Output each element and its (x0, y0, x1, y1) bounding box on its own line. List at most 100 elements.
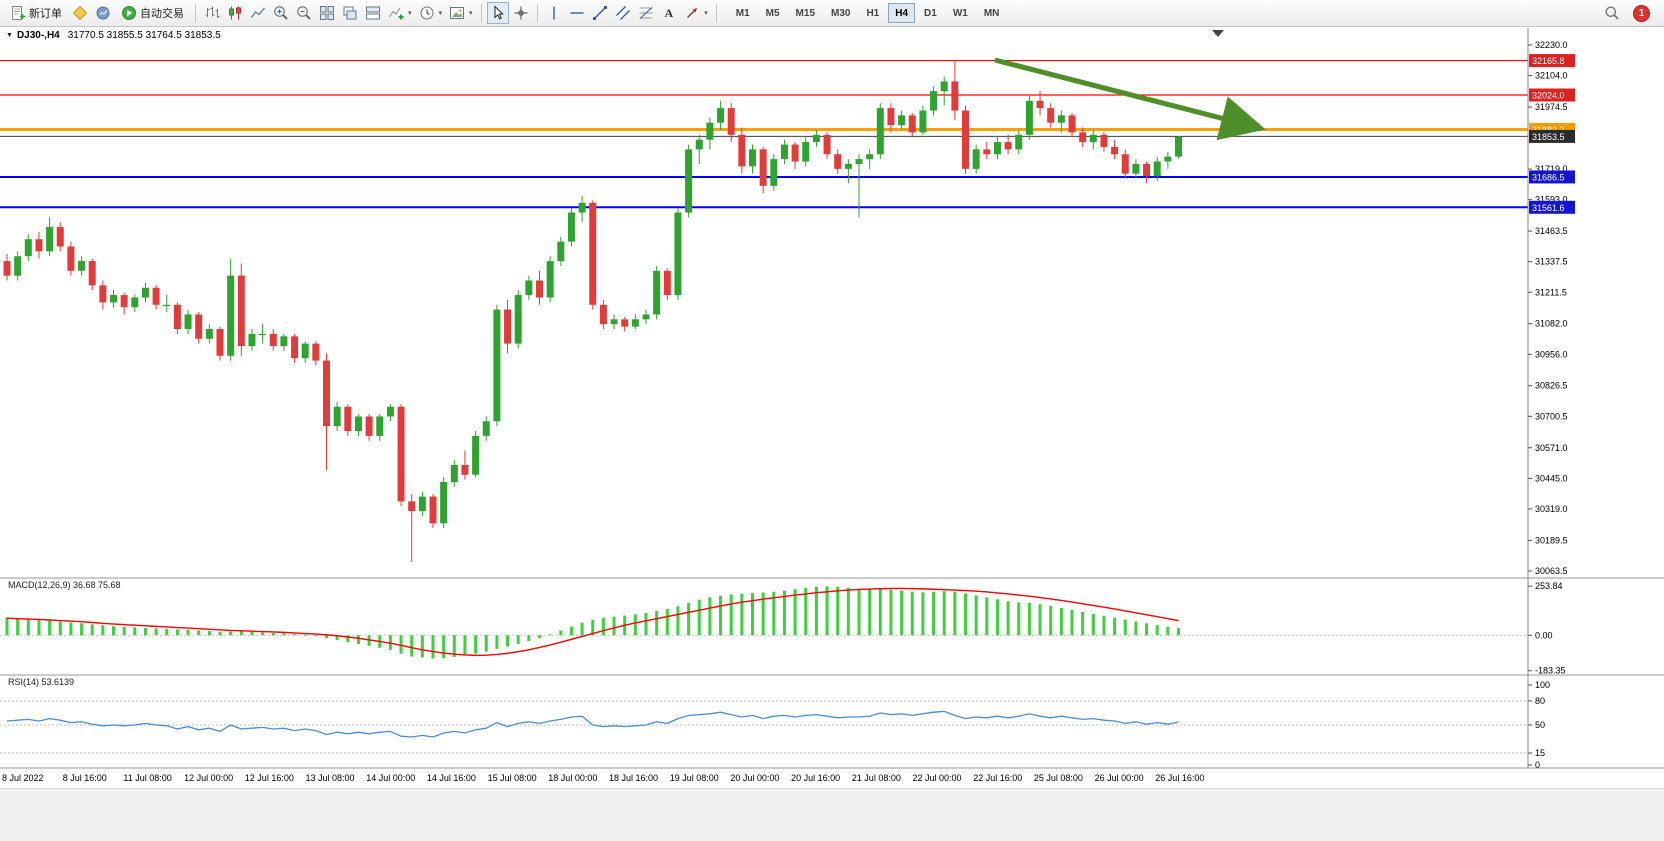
chart-window: 32230.0 32104.0 31974.5 31719.0 31593.0 31463… (0, 28, 1664, 788)
market-icon (96, 6, 110, 20)
timeframe-m1[interactable]: M1 (729, 3, 757, 23)
time-axis-label: 8 Jul 2022 (2, 773, 44, 783)
price-tick-label: 30571.0 (1535, 443, 1568, 453)
time-axis-label: 14 Jul 16:00 (427, 773, 476, 783)
timeframe-m5[interactable]: M5 (759, 3, 787, 23)
dropdown-caret-icon: ▾ (438, 9, 443, 17)
equidistant-channel-icon (615, 6, 630, 20)
chart-shift-marker (1212, 30, 1224, 37)
macd-signal-line (6, 587, 1179, 657)
price-tick-label: 31082.0 (1535, 319, 1568, 329)
time-axis-label: 18 Jul 00:00 (548, 773, 597, 783)
templates-button[interactable]: ▾ (446, 2, 476, 24)
crosshair-tool-button[interactable] (510, 2, 532, 24)
chart-title: ▼ DJ30-,H4 31770.5 31855.5 31764.5 31853… (6, 30, 221, 41)
timeframe-m15[interactable]: M15 (789, 3, 822, 23)
zoom-in-button[interactable] (270, 2, 292, 24)
cascade-windows-icon (343, 6, 357, 20)
price-badge: 31686.5 (1529, 170, 1575, 184)
collapse-triangle-icon[interactable]: ▼ (6, 32, 13, 39)
price-badge: 31561.6 (1529, 200, 1575, 214)
candles (3, 60, 1182, 563)
time-axis-label: 19 Jul 08:00 (670, 773, 719, 783)
price-tick-label: 31974.5 (1535, 102, 1568, 112)
autotrade-button[interactable]: 自动交易 (115, 2, 190, 24)
time-axis-label: 20 Jul 16:00 (791, 773, 840, 783)
text-tool-icon: A (664, 5, 674, 20)
fibonacci-icon (639, 7, 653, 19)
cursor-icon (494, 5, 504, 20)
periods-button[interactable]: ▾ (416, 2, 446, 24)
timeframe-mn[interactable]: MN (977, 3, 1007, 23)
trendline-tool-button[interactable] (589, 2, 611, 24)
macd-indicator-label: MACD(12,26,9) 36.68 75.68 (8, 580, 121, 590)
metaeditor-button[interactable] (69, 2, 91, 24)
svg-text:32165.8: 32165.8 (1532, 56, 1565, 66)
notification-badge[interactable]: 1 (1633, 4, 1650, 22)
vertical-line-icon (552, 6, 555, 20)
cursor-tool-button[interactable] (486, 2, 509, 24)
autotrade-icon (122, 6, 136, 20)
price-tick-label: 31211.5 (1535, 287, 1567, 297)
rsi-axis-label: 50 (1535, 720, 1545, 730)
timeframe-group: M1 M5 M15 M30 H1 H4 D1 W1 MN (728, 3, 1008, 23)
time-axis-label: 25 Jul 08:00 (1034, 773, 1083, 783)
text-tool-button[interactable]: A (658, 2, 681, 24)
vertical-line-tool-button[interactable] (543, 2, 565, 24)
price-tick-label: 32104.0 (1535, 71, 1568, 81)
tile-windows-button[interactable] (316, 2, 338, 24)
price-tick-label: 31337.5 (1535, 257, 1568, 267)
autotrade-label: 自动交易 (140, 8, 184, 20)
arrows-tool-button[interactable]: ▾ (681, 2, 711, 24)
new-order-label: 新订单 (29, 8, 62, 20)
macd-axis-label: 0.00 (1535, 630, 1553, 640)
bar-chart-button[interactable] (201, 2, 223, 24)
macd-axis-label: 253.84 (1535, 581, 1563, 591)
add-indicator-icon (389, 7, 404, 20)
zoom-out-icon (297, 6, 311, 20)
cascade-windows-button[interactable] (339, 2, 361, 24)
time-axis-label: 8 Jul 16:00 (63, 773, 107, 783)
timeframe-m30[interactable]: M30 (824, 3, 857, 23)
time-axis-label: 14 Jul 00:00 (366, 773, 415, 783)
metaeditor-icon (72, 5, 88, 21)
timeframe-h1[interactable]: H1 (859, 3, 886, 23)
clock-icon (420, 6, 434, 20)
rsi-axis-label: 100 (1535, 680, 1550, 690)
timeframe-w1[interactable]: W1 (946, 3, 975, 23)
add-indicator-button[interactable]: ▾ (385, 2, 415, 24)
timeframe-h4[interactable]: H4 (888, 3, 916, 23)
price-tick-label: 31593.0 (1535, 195, 1568, 205)
channel-tool-button[interactable] (612, 2, 634, 24)
time-axis-label: 21 Jul 08:00 (852, 773, 901, 783)
time-axis-label: 15 Jul 08:00 (488, 773, 537, 783)
timeframe-d1[interactable]: D1 (917, 3, 944, 23)
candlestick-chart-button[interactable] (224, 2, 246, 24)
search-button[interactable] (1601, 2, 1623, 24)
zoom-out-button[interactable] (293, 2, 315, 24)
fibonacci-tool-button[interactable] (635, 2, 657, 24)
chart-ohlc-values: 31770.5 31855.5 31764.5 31853.5 (67, 30, 221, 41)
search-icon (1605, 6, 1619, 20)
main-toolbar: 新订单 自动交易 (0, 0, 1664, 27)
price-tick-label: 30319.0 (1535, 504, 1568, 514)
trendline-icon (592, 6, 607, 20)
toolbar-separator (480, 4, 482, 22)
line-chart-icon (250, 7, 265, 18)
macd-histogram (5, 586, 1180, 659)
toolbar-right: 1 (1601, 2, 1660, 24)
chart-canvas[interactable]: 32230.0 32104.0 31974.5 31719.0 31593.0 31463… (0, 28, 1664, 788)
new-order-icon (12, 6, 25, 20)
horizontal-line-tool-button[interactable] (566, 2, 588, 24)
price-tick-label: 32230.0 (1535, 40, 1568, 50)
new-order-button[interactable]: 新订单 (4, 2, 68, 24)
split-windows-button[interactable] (362, 2, 384, 24)
time-axis-label: 22 Jul 16:00 (973, 773, 1022, 783)
line-chart-button[interactable] (247, 2, 269, 24)
template-image-icon (450, 7, 465, 19)
tile-windows-icon (320, 6, 334, 20)
price-tick-label: 30189.5 (1535, 535, 1568, 545)
macd-axis-label: -183.35 (1535, 666, 1566, 676)
crosshair-icon (514, 6, 528, 20)
market-button[interactable] (92, 2, 114, 24)
